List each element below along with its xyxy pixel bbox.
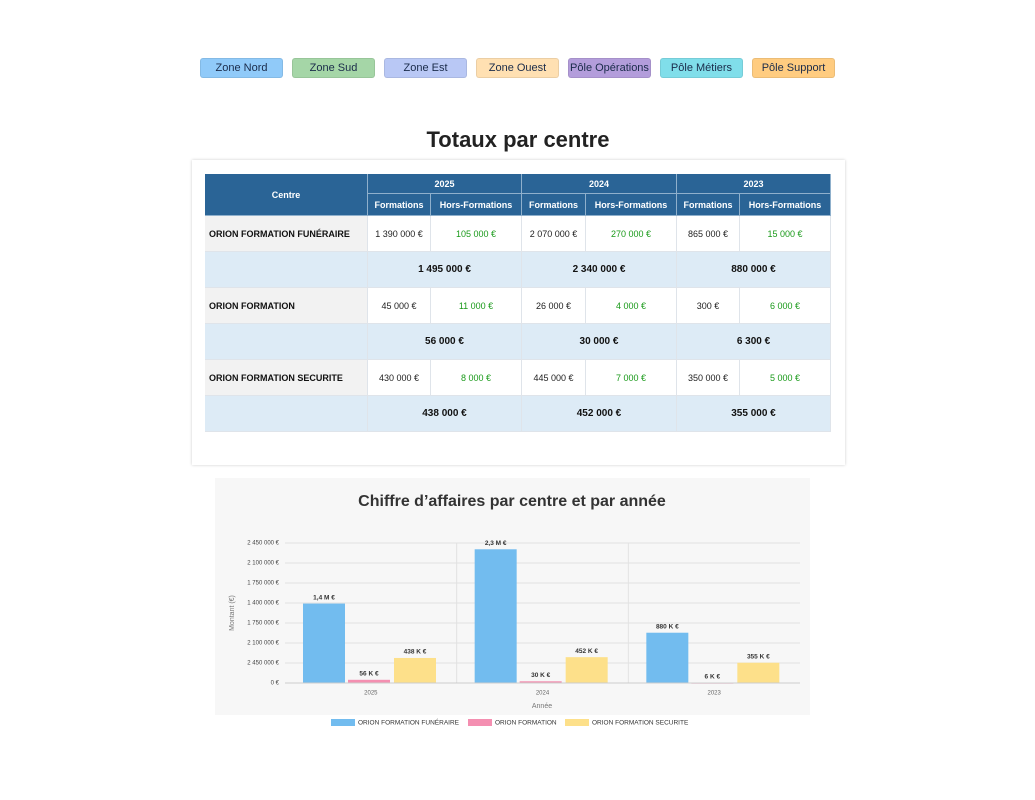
header-cell: Hors-Formations [586,194,677,216]
y-tick-label: 2 100 000 € [247,561,279,567]
bar [519,681,562,683]
header-cell: Formations [368,194,431,216]
filter-chip[interactable]: Pôle Support [752,58,835,78]
table-cell: 865 000 € [677,216,740,252]
table-cell: 6 000 € [740,288,831,324]
chart-title: Chiffre d’affaires par centre et par ann… [358,493,666,510]
table-cell: 430 000 € [368,360,431,396]
table-cell: 270 000 € [586,216,677,252]
y-axis-title: Montant (€) [229,595,236,631]
table-cell: 445 000 € [522,360,586,396]
bar [646,632,689,683]
table-cell: 15 000 € [740,216,831,252]
legend-label: ORION FORMATION [495,720,557,727]
header-cell: Hors-Formations [740,194,831,216]
filter-chip[interactable]: Zone Ouest [476,58,559,78]
total-cell: 6 300 € [677,324,831,360]
total-cell: 452 000 € [522,396,677,432]
legend-swatch [331,719,355,726]
data-label: 30 K € [531,672,551,679]
table-cell: 105 000 € [431,216,522,252]
total-cell: 2 340 000 € [522,252,677,288]
bar [303,603,345,683]
total-cell: 355 000 € [677,396,831,432]
filter-chip[interactable]: Zone Est [384,58,467,78]
legend-label: ORION FORMATION FUNÉRAIRE [358,718,460,727]
table-cell: 11 000 € [431,288,522,324]
total-row [205,252,368,288]
bar [474,549,517,683]
header-cell: 2024 [522,174,677,194]
table-cell: 1 390 000 € [368,216,431,252]
y-tick-label: 2 100 000 € [247,641,279,647]
y-tick-label: 1 750 000 € [247,621,279,627]
header-cell: Hors-Formations [431,194,522,216]
table-cell: 4 000 € [586,288,677,324]
legend-label: ORION FORMATION SECURITE [592,720,689,727]
table-cell: 8 000 € [431,360,522,396]
legend-swatch [565,719,589,726]
header-cell: 2023 [677,174,831,194]
data-label: 438 K € [404,649,427,656]
row-label: ORION FORMATION FUNÉRAIRE [205,216,368,252]
header-cell: Centre [205,174,368,216]
total-cell: 30 000 € [522,324,677,360]
bar [348,679,390,683]
y-tick-label: 1 400 000 € [247,601,279,607]
total-cell: 56 000 € [368,324,522,360]
x-axis-title: Année [532,703,552,710]
data-label: 880 K € [656,623,679,630]
y-tick-label: 0 € [271,681,280,687]
data-label: 452 K € [575,648,598,655]
table-cell: 350 000 € [677,360,740,396]
header-cell: 2025 [368,174,522,194]
row-label: ORION FORMATION SECURITE [205,360,368,396]
header-cell: Formations [677,194,740,216]
total-cell: 880 000 € [677,252,831,288]
total-cell: 1 495 000 € [368,252,522,288]
x-tick-label: 2023 [707,691,721,697]
total-cell: 438 000 € [368,396,522,432]
bar [394,657,436,683]
data-label: 1,4 M € [313,594,335,601]
table-cell: 7 000 € [586,360,677,396]
data-label: 355 K € [747,653,770,660]
filter-chip[interactable]: Pôle Métiers [660,58,743,78]
table-title: Totaux par centre [426,127,610,152]
table-cell: 45 000 € [368,288,431,324]
legend-swatch [468,719,492,726]
table-cell: 26 000 € [522,288,586,324]
filter-chip[interactable]: Pôle Opérations [568,58,651,78]
y-tick-label: 2 450 000 € [247,541,279,547]
table-cell: 5 000 € [740,360,831,396]
total-row [205,324,368,360]
data-label: 56 K € [359,671,379,678]
y-tick-label: 1 750 000 € [247,581,279,587]
filter-chip[interactable]: Zone Sud [292,58,375,78]
total-row [205,396,368,432]
filter-chip[interactable]: Zone Nord [200,58,283,78]
table-cell: 300 € [677,288,740,324]
y-tick-label: 2 450 000 € [247,661,279,667]
x-tick-label: 2025 [364,691,378,697]
header-cell: Formations [522,194,586,216]
data-label: 6 K € [705,673,721,680]
bar [565,657,608,683]
data-label: 2,3 M € [485,540,507,547]
row-label: ORION FORMATION [205,288,368,324]
bar [737,662,780,683]
table-cell: 2 070 000 € [522,216,586,252]
x-tick-label: 2024 [536,691,550,697]
